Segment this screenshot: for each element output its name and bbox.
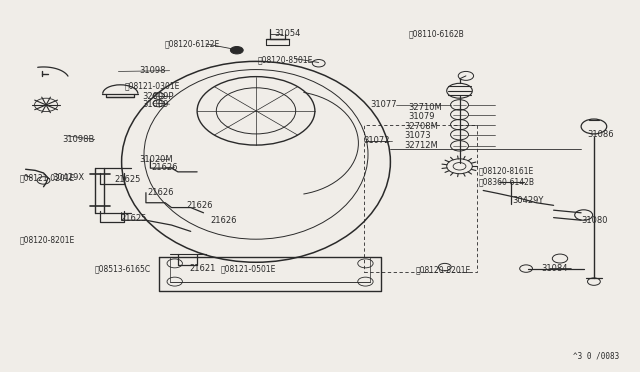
- Text: 21626: 21626: [147, 188, 173, 197]
- Text: 21626: 21626: [187, 201, 213, 210]
- Text: 21621: 21621: [189, 264, 216, 273]
- Text: Ⓑ08120-8161E: Ⓑ08120-8161E: [479, 166, 534, 175]
- Circle shape: [230, 46, 243, 54]
- Text: Ⓑ08110-6162B: Ⓑ08110-6162B: [408, 30, 464, 39]
- Bar: [364, 125, 477, 272]
- Text: 31020M: 31020M: [140, 155, 173, 164]
- Text: 31009: 31009: [142, 100, 168, 109]
- Text: 31086: 31086: [588, 130, 614, 139]
- Text: 32710M: 32710M: [408, 103, 442, 112]
- Text: 32009P: 32009P: [142, 92, 173, 101]
- Text: Ⓑ08121-0501E: Ⓑ08121-0501E: [221, 264, 276, 273]
- Text: 31098B: 31098B: [63, 135, 95, 144]
- Text: ^3 0 /0083: ^3 0 /0083: [573, 351, 620, 360]
- Text: 32712M: 32712M: [404, 141, 438, 150]
- Text: 32708M: 32708M: [404, 122, 438, 131]
- Text: Ⓑ08121-0301E: Ⓑ08121-0301E: [125, 82, 180, 91]
- Text: 31084: 31084: [541, 264, 567, 273]
- Text: 21626: 21626: [210, 216, 236, 225]
- Text: 21626: 21626: [151, 163, 177, 172]
- Text: 21625: 21625: [114, 175, 140, 184]
- Text: 31080: 31080: [581, 216, 607, 225]
- Text: Ⓢ08513-6165C: Ⓢ08513-6165C: [95, 264, 151, 273]
- Text: 31079: 31079: [408, 112, 435, 121]
- Text: 30429X: 30429X: [52, 173, 84, 182]
- Text: Ⓢ08360-6142B: Ⓢ08360-6142B: [479, 177, 535, 186]
- Text: 30429Y: 30429Y: [512, 196, 543, 205]
- Text: Ⓑ08121-0201E: Ⓑ08121-0201E: [19, 173, 74, 182]
- Text: 21625: 21625: [120, 214, 147, 223]
- Text: 31073: 31073: [404, 131, 431, 140]
- Text: 31072: 31072: [364, 136, 390, 145]
- Text: 31054: 31054: [274, 29, 300, 38]
- Text: Ⓑ08120-8501E: Ⓑ08120-8501E: [257, 55, 313, 64]
- Text: 31077: 31077: [370, 100, 397, 109]
- Text: Ⓑ08120-8201E: Ⓑ08120-8201E: [19, 235, 74, 244]
- Text: 31098: 31098: [140, 66, 166, 75]
- Text: Ⓑ08120-8201E: Ⓑ08120-8201E: [416, 265, 471, 274]
- Text: Ⓑ08120-6122E: Ⓑ08120-6122E: [165, 39, 220, 48]
